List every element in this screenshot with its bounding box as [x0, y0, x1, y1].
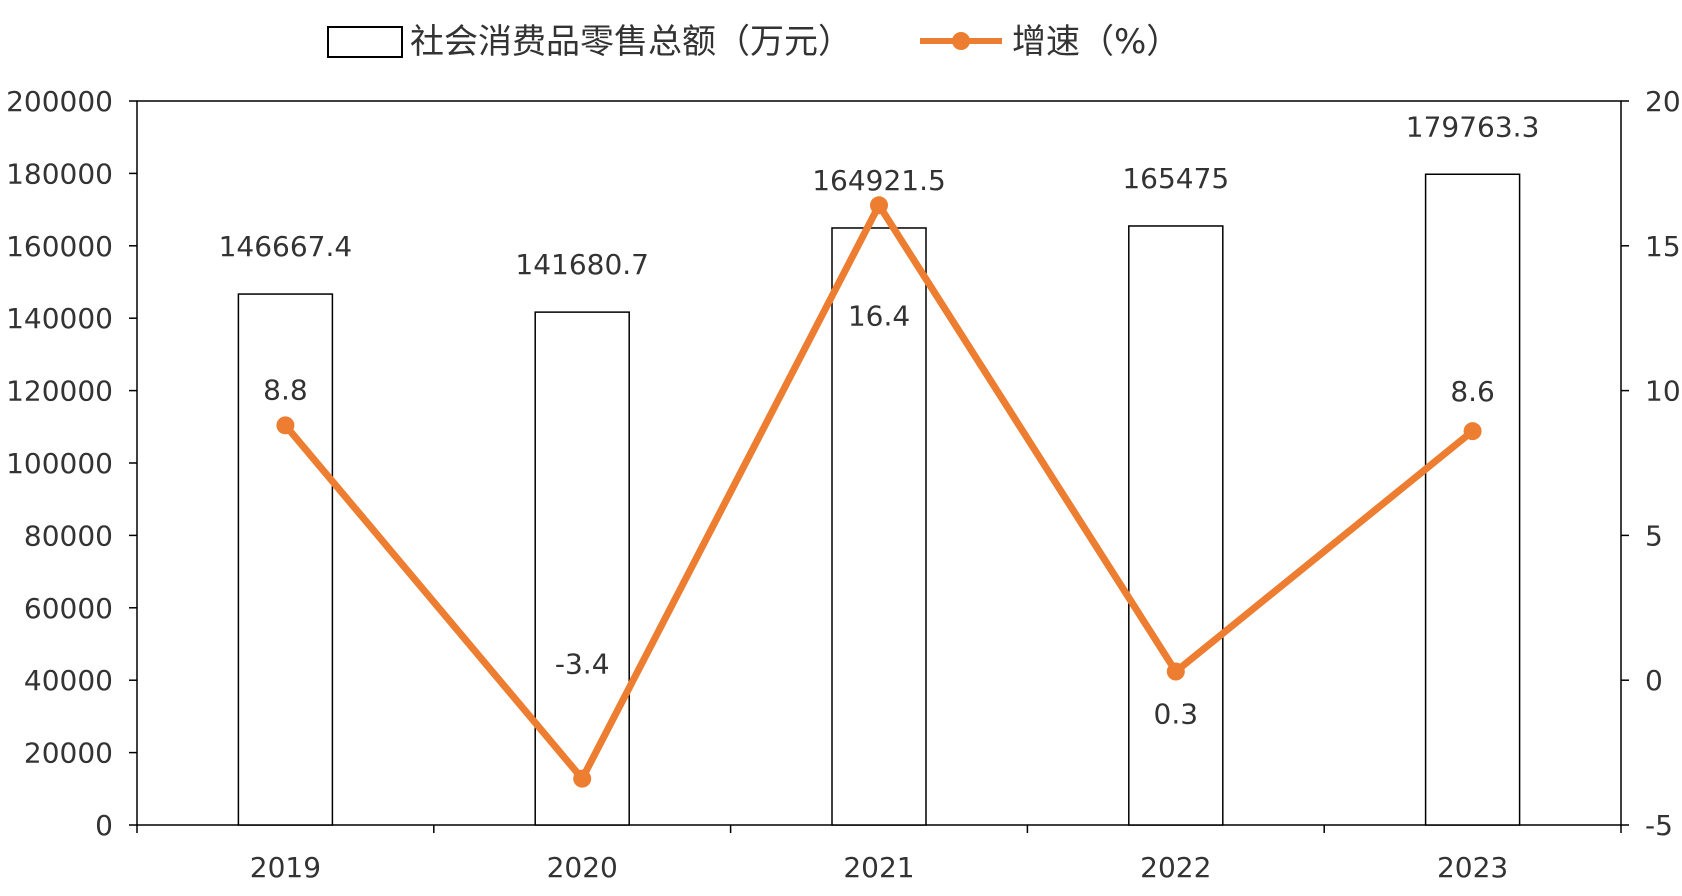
bar-data-label: 165475 [1122, 162, 1229, 195]
bar [534, 311, 630, 826]
legend-label-bar: 社会消费品零售总额（万元） [410, 22, 852, 62]
left-tick-label: 160000 [6, 230, 113, 263]
bar-data-label: 179763.3 [1406, 110, 1540, 143]
left-tick-label: 60000 [24, 592, 113, 625]
right-tick-label: 20 [1645, 85, 1681, 118]
bar [831, 227, 927, 826]
left-tick-label: 140000 [6, 302, 113, 335]
legend-line-marker [952, 32, 970, 50]
line-data-label: 8.6 [1450, 375, 1495, 408]
line-data-label: 16.4 [848, 299, 910, 332]
bar [1128, 225, 1224, 826]
legend-bar-swatch [327, 26, 403, 58]
left-tick-label: 180000 [6, 157, 113, 190]
x-tick-label: 2019 [250, 851, 321, 884]
line-point [276, 416, 295, 435]
x-tick-label: 2021 [843, 851, 914, 884]
legend: 社会消费品零售总额（万元） 增速（%） [327, 22, 1180, 62]
left-tick-label: 80000 [24, 519, 113, 552]
line-point [870, 196, 888, 215]
line-data-label: -3.4 [555, 648, 610, 681]
line-data-label: 8.8 [263, 373, 308, 406]
right-tick-label: 15 [1645, 230, 1681, 263]
x-tick-label: 2023 [1437, 851, 1508, 884]
x-axis: 2019 2020 2021 2022 2023 [136, 825, 1622, 884]
left-axis: 0 20000 40000 60000 80000 100000 120000 140000 1… [6, 85, 137, 842]
legend-label-line: 增速（%） [1012, 22, 1180, 62]
right-tick-label: 10 [1645, 375, 1681, 408]
left-tick-label: 120000 [6, 375, 113, 408]
bar [1424, 173, 1521, 826]
x-tick-label: 2020 [547, 851, 618, 884]
line-point [1166, 662, 1185, 681]
left-tick-label: 40000 [24, 664, 113, 697]
line-series: 146667.4 141680.7 164921.5 165475 179763.3 8.… [219, 110, 1540, 788]
line-point [1463, 422, 1482, 441]
bar-data-label: 164921.5 [812, 164, 946, 197]
x-tick-label: 2022 [1140, 851, 1211, 884]
line-data-label: 0.3 [1154, 698, 1199, 731]
bar-series [237, 173, 1521, 826]
bar-data-label: 146667.4 [219, 230, 353, 263]
right-tick-label: 5 [1645, 519, 1663, 552]
line-point [573, 769, 592, 788]
bar [237, 293, 334, 826]
bar-data-label: 141680.7 [515, 248, 649, 281]
left-tick-label: 20000 [24, 737, 113, 770]
right-axis: -5 0 5 10 15 20 [1621, 85, 1681, 842]
left-tick-label: 200000 [6, 85, 113, 118]
left-tick-label: 0 [95, 809, 113, 842]
left-tick-label: 100000 [6, 447, 113, 480]
right-tick-label: 0 [1645, 664, 1663, 697]
right-tick-label: -5 [1645, 809, 1673, 842]
